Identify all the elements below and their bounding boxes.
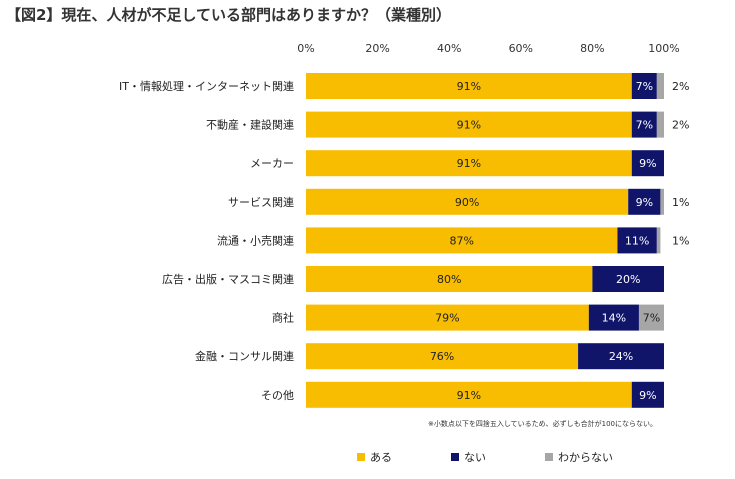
legend-swatch-nai — [451, 453, 459, 461]
bar-segment — [657, 227, 661, 253]
category-label: サービス関連 — [228, 195, 294, 209]
category-label: 金融・コンサル関連 — [195, 349, 294, 363]
x-tick-label: 0% — [297, 42, 314, 55]
data-label: 24% — [609, 350, 633, 363]
data-label: 90% — [455, 196, 479, 209]
legend-label-aru: ある — [370, 449, 392, 465]
data-label: 87% — [450, 234, 474, 247]
legend-item-wakaranai: わからない — [545, 449, 613, 465]
data-label: 7% — [636, 80, 653, 93]
data-label: 9% — [639, 389, 656, 402]
x-tick-label: 60% — [509, 42, 533, 55]
data-label: 80% — [437, 273, 461, 286]
category-label: 商社 — [272, 311, 294, 325]
category-label: その他 — [261, 389, 294, 402]
legend-swatch-wakaranai — [545, 453, 553, 461]
data-label: 76% — [430, 350, 454, 363]
x-tick-label: 20% — [365, 42, 389, 55]
category-label: IT・情報処理・インターネット関連 — [119, 79, 294, 93]
data-label: 20% — [616, 273, 640, 286]
bar-segment — [657, 73, 664, 99]
data-label: 9% — [636, 196, 653, 209]
category-label: 流通・小売関連 — [217, 233, 294, 247]
footnote: ※小数点以下を四捨五入しているため、必ずしも合計が100にならない。 — [428, 419, 657, 429]
legend-label-nai: ない — [464, 449, 486, 465]
data-label: 2% — [672, 80, 689, 93]
legend-item-aru: ある — [357, 449, 392, 465]
data-label: 91% — [457, 157, 481, 170]
data-label: 7% — [636, 119, 653, 132]
data-label: 14% — [602, 312, 626, 325]
data-label: 91% — [457, 80, 481, 93]
bar-segment — [657, 112, 664, 138]
legend-swatch-aru — [357, 453, 365, 461]
data-label: 1% — [672, 196, 689, 209]
data-label: 11% — [625, 234, 649, 247]
data-label: 2% — [672, 119, 689, 132]
category-label: 広告・出版・マスコミ関連 — [162, 272, 294, 286]
data-label: 1% — [672, 234, 689, 247]
data-label: 9% — [639, 157, 656, 170]
legend-item-nai: ない — [451, 449, 486, 465]
legend: ある ない わからない — [0, 449, 735, 469]
x-tick-label: 80% — [580, 42, 604, 55]
data-label: 91% — [457, 119, 481, 132]
bar-segment — [660, 189, 664, 215]
x-tick-label: 100% — [648, 42, 679, 55]
category-label: メーカー — [250, 157, 294, 170]
data-label: 79% — [435, 312, 459, 325]
legend-label-wakaranai: わからない — [558, 449, 613, 465]
category-label: 不動産・建設関連 — [206, 118, 294, 132]
data-label: 91% — [457, 389, 481, 402]
stacked-bar-chart: 0% 20% 40% 60% 80% 100% IT・情報処理・インターネット関連 91% 7%… — [0, 0, 735, 440]
data-label: 7% — [643, 312, 660, 325]
x-tick-label: 40% — [437, 42, 461, 55]
